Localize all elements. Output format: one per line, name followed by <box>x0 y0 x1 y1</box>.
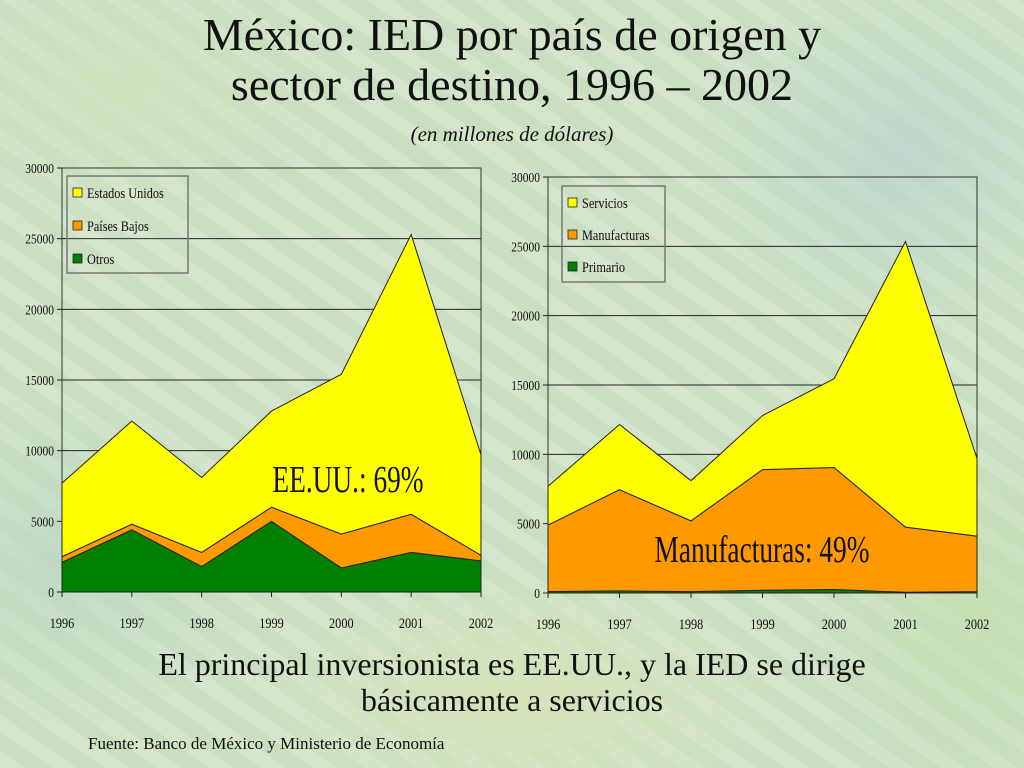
x-tick-label: 1998 <box>679 616 704 632</box>
legend-label-servicios: Servicios <box>582 195 628 211</box>
y-tick-label: 30000 <box>25 161 54 176</box>
area-estados-unidos <box>61 233 482 558</box>
legend-swatch-paises-bajos <box>72 220 83 231</box>
x-tick-label: 2000 <box>822 616 847 632</box>
x-tick-label: 1996 <box>50 615 75 631</box>
y-tick-label: 5000 <box>517 517 540 532</box>
legend-label-paises-bajos: Países Bajos <box>87 218 149 234</box>
y-tick-label: 25000 <box>511 239 540 254</box>
slide-title-line-1: México: IED por país de origen y <box>202 9 822 60</box>
legend-swatch-primario <box>567 261 578 272</box>
y-tick-label: 15000 <box>25 373 54 388</box>
x-tick-label: 2000 <box>329 615 354 631</box>
x-tick-label: 1999 <box>750 616 775 632</box>
x-tick-label: 1997 <box>607 616 632 632</box>
x-tick-label: 1998 <box>189 615 214 631</box>
slide-title-line-2: sector de destino, 1996 – 2002 <box>230 59 794 110</box>
conclusion-text: El principal inversionista es EE.UU., y … <box>0 646 1024 718</box>
conclusion-line-1: El principal inversionista es EE.UU., y … <box>158 646 866 682</box>
x-tick-label: 1996 <box>536 616 561 632</box>
x-tick-label: 2001 <box>399 615 424 631</box>
y-tick-label: 10000 <box>511 447 540 462</box>
area-servicios <box>547 240 978 537</box>
y-tick-label: 20000 <box>511 309 540 324</box>
y-tick-label: 0 <box>534 586 540 601</box>
y-tick-label: 20000 <box>25 302 54 317</box>
y-tick-label: 0 <box>48 585 54 600</box>
slide-title: México: IED por país de origen y sector … <box>0 10 1024 110</box>
legend: Servicios Manufacturas Primario <box>561 185 666 283</box>
legend-box <box>66 175 189 274</box>
x-tick-label: 2002 <box>965 616 990 632</box>
source-note: Fuente: Banco de México y Ministerio de … <box>88 734 445 753</box>
y-tick-label: 15000 <box>511 378 540 393</box>
legend-label-manufacturas: Manufacturas <box>582 227 650 243</box>
legend: Estados Unidos Países Bajos Otros <box>66 175 189 274</box>
x-tick-label: 2002 <box>469 615 494 631</box>
legend-swatch-otros <box>72 253 83 264</box>
legend-label-primario: Primario <box>582 259 625 275</box>
conclusion-line-2: básicamente a servicios <box>360 682 664 718</box>
chart-annotation: Manufacturas: 49% <box>654 529 869 571</box>
y-tick-label: 5000 <box>31 514 54 529</box>
x-tick-label: 1997 <box>120 615 145 631</box>
legend-swatch-manufacturas <box>567 229 578 240</box>
y-tick-label: 25000 <box>25 232 54 247</box>
chart-annotation: EE.UU.: 69% <box>272 459 423 501</box>
legend-swatch-estados-unidos <box>72 187 83 198</box>
y-tick-label: 30000 <box>511 170 540 185</box>
legend-box <box>561 185 666 283</box>
slide-subtitle: (en millones de dólares) <box>410 122 614 146</box>
legend-label-estados-unidos: Estados Unidos <box>87 185 164 201</box>
legend-label-otros: Otros <box>87 251 114 267</box>
x-tick-label: 1999 <box>259 615 284 631</box>
y-tick-label: 10000 <box>25 444 54 459</box>
legend-swatch-servicios <box>567 197 578 208</box>
x-tick-label: 2001 <box>893 616 918 632</box>
